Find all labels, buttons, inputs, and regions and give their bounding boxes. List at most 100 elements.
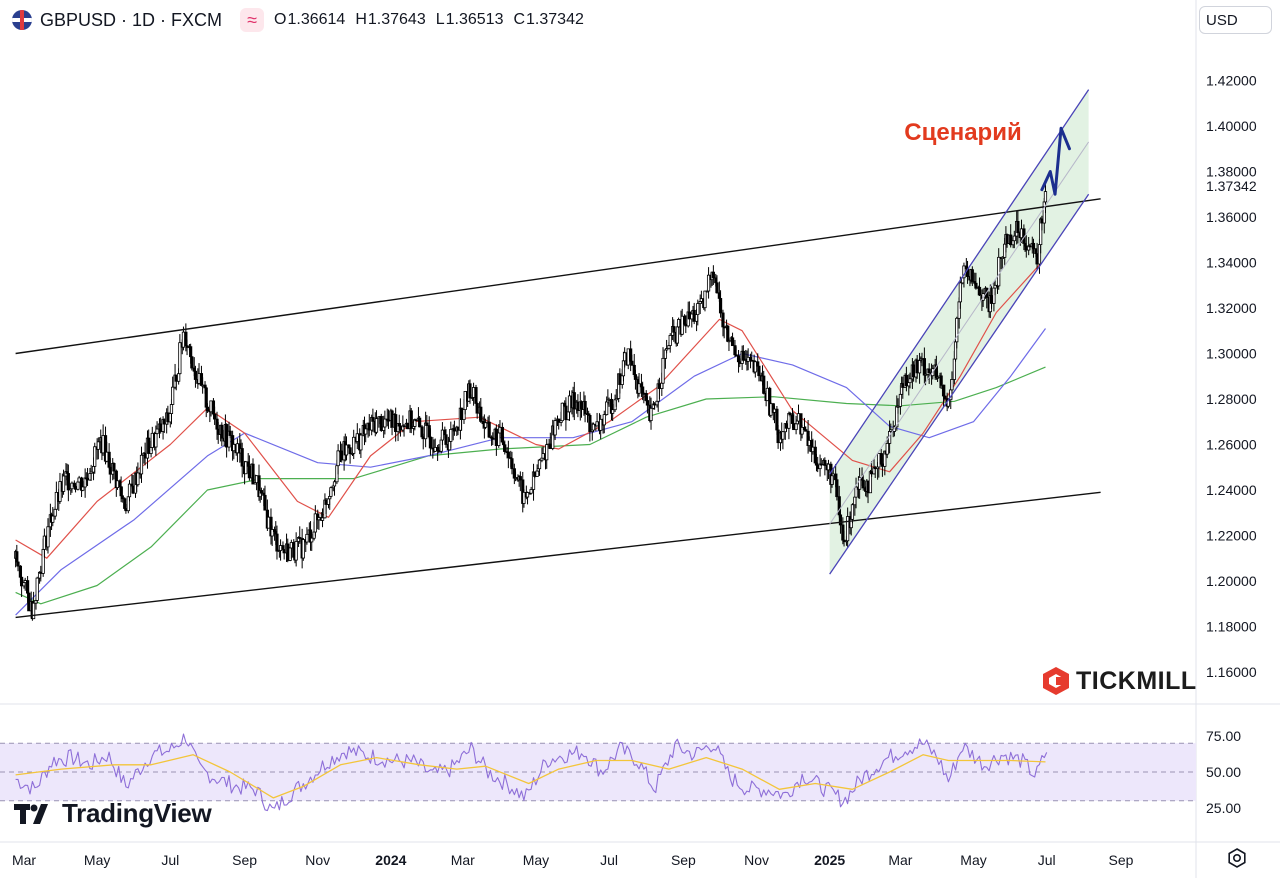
- candle: [757, 365, 761, 382]
- indicator-icon[interactable]: ≈: [240, 8, 265, 32]
- price-tick-label: 1.42000: [1206, 73, 1257, 89]
- tradingview-logo: TradingView: [14, 798, 212, 829]
- candle: [838, 508, 843, 534]
- gear-icon[interactable]: [1226, 847, 1248, 869]
- candle: [668, 333, 672, 353]
- tickmill-logo: TICKMILL: [1042, 666, 1197, 696]
- candle: [531, 463, 536, 501]
- candle: [294, 532, 298, 567]
- candle: [974, 272, 978, 290]
- candle: [858, 467, 862, 499]
- candle: [127, 480, 132, 502]
- candle: [320, 508, 325, 528]
- candle: [1016, 210, 1020, 244]
- candle: [553, 417, 557, 441]
- candle: [997, 248, 1001, 290]
- candle: [89, 464, 93, 481]
- candle: [46, 518, 50, 554]
- candle: [510, 451, 514, 475]
- candle: [591, 422, 596, 433]
- rising-channel-lower-line: [829, 193, 1090, 575]
- currency-selector[interactable]: USD: [1199, 6, 1272, 34]
- candle: [190, 356, 194, 371]
- candle: [734, 346, 738, 357]
- candle: [715, 275, 719, 294]
- candle: [711, 265, 715, 285]
- candle: [1031, 238, 1036, 258]
- candle: [263, 485, 267, 511]
- candle: [633, 369, 638, 390]
- candle: [529, 486, 533, 495]
- candle: [313, 505, 317, 537]
- candle: [850, 503, 855, 524]
- candle: [379, 413, 383, 432]
- candle: [228, 425, 232, 439]
- price-tick-label: 1.34000: [1206, 255, 1257, 271]
- candle: [970, 266, 974, 286]
- candle: [861, 474, 865, 491]
- time-tick-label: Mar: [888, 852, 912, 868]
- last-price-label: 1.37342: [1206, 178, 1257, 194]
- candle: [611, 404, 615, 422]
- price-tick-label: 1.16000: [1206, 664, 1257, 680]
- rsi-line: [15, 733, 1048, 812]
- candle: [16, 560, 20, 572]
- price-tick-label: 1.32000: [1206, 300, 1257, 316]
- candle: [943, 384, 947, 401]
- price-tick-label: 1.38000: [1206, 164, 1257, 180]
- candle: [428, 428, 433, 456]
- candle: [449, 421, 453, 449]
- candle: [753, 361, 757, 378]
- candle: [193, 365, 198, 388]
- candle: [602, 410, 606, 434]
- ma-mid-line: [15, 328, 1046, 616]
- candle: [846, 507, 850, 548]
- scenario-label: Сценарий: [904, 119, 1021, 146]
- candle: [275, 525, 279, 560]
- candle: [904, 366, 908, 392]
- time-tick-label: Jul: [600, 852, 618, 868]
- tickmill-icon: [1043, 667, 1069, 695]
- candle: [503, 440, 507, 455]
- time-tick-label: Mar: [451, 852, 475, 868]
- candle: [800, 424, 804, 439]
- candle: [588, 413, 592, 442]
- tradingview-wordmark: TradingView: [62, 798, 212, 828]
- candle: [205, 403, 210, 413]
- candle: [383, 410, 387, 435]
- time-tick-label: Jul: [161, 852, 179, 868]
- candle: [823, 457, 827, 476]
- candle: [298, 526, 302, 544]
- candle: [1043, 183, 1048, 214]
- candle: [518, 471, 522, 492]
- candle: [645, 396, 650, 414]
- symbol-title[interactable]: GBPUSD · 1D · FXCM: [40, 9, 223, 30]
- candle: [444, 429, 448, 448]
- ohlc-open: O1.36614: [274, 11, 346, 28]
- time-tick-label: May: [523, 852, 549, 868]
- candle: [374, 410, 379, 435]
- candle: [96, 437, 100, 460]
- candle: [706, 267, 711, 299]
- candle: [348, 447, 352, 464]
- candle: [696, 299, 700, 326]
- price-tick-label: 1.20000: [1206, 573, 1257, 589]
- candle: [270, 525, 274, 546]
- candle: [136, 462, 140, 487]
- candle: [637, 372, 641, 397]
- time-tick-label: May: [960, 852, 986, 868]
- candle: [329, 486, 333, 499]
- candle: [614, 389, 618, 407]
- candle: [259, 487, 263, 500]
- candle: [305, 527, 309, 545]
- rising-channel-fill: [829, 89, 1089, 575]
- candle: [332, 479, 337, 496]
- big-channel-lower-line: [15, 491, 1101, 619]
- candle: [703, 290, 707, 312]
- candle: [418, 416, 422, 428]
- candle: [364, 423, 368, 443]
- price-tick-label: 1.24000: [1206, 482, 1257, 498]
- candle: [730, 332, 735, 347]
- candle: [955, 316, 959, 349]
